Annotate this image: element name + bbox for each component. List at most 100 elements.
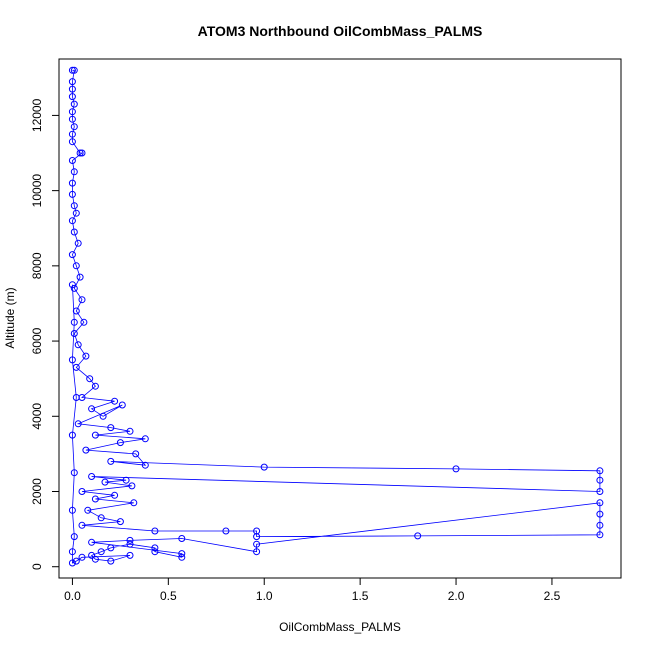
data-point <box>68 559 76 567</box>
data-point <box>70 469 78 477</box>
data-point <box>141 461 149 469</box>
data-point <box>97 514 105 522</box>
data-point <box>88 551 96 559</box>
data-point <box>84 506 92 514</box>
data-point <box>126 540 134 548</box>
data-point <box>70 228 78 236</box>
data-point <box>101 478 109 486</box>
data-point <box>596 499 604 507</box>
data-point <box>70 168 78 176</box>
y-tick-label: 12000 <box>30 98 44 132</box>
data-point <box>596 488 604 495</box>
data-point <box>74 239 82 247</box>
data-point <box>70 202 78 210</box>
y-tick-label: 0 <box>30 563 44 570</box>
data-point <box>596 476 604 484</box>
data-point <box>222 527 230 535</box>
data-point <box>91 555 99 563</box>
data-point <box>88 405 96 413</box>
data-point <box>126 551 134 559</box>
data-point <box>68 217 76 225</box>
data-point <box>78 521 86 529</box>
data-point <box>91 495 99 503</box>
data-point <box>68 548 76 556</box>
series-points <box>68 66 604 567</box>
x-tick-label: 2.5 <box>544 589 561 603</box>
data-point <box>122 476 130 484</box>
data-point <box>70 100 78 108</box>
data-point <box>116 518 124 526</box>
data-point <box>68 66 76 74</box>
data-point <box>91 382 99 390</box>
x-tick-label: 0.5 <box>160 589 177 603</box>
data-point <box>68 93 76 101</box>
data-point <box>68 108 76 116</box>
data-point <box>151 544 159 552</box>
data-point <box>178 535 186 542</box>
data-point <box>596 531 604 539</box>
data-point <box>596 467 604 475</box>
data-point <box>86 375 94 383</box>
data-point <box>72 394 80 401</box>
data-point <box>97 548 105 556</box>
data-point <box>132 450 140 458</box>
data-point <box>260 463 268 471</box>
data-point <box>130 499 138 507</box>
y-axis-label: Altitude (m) <box>3 287 17 348</box>
data-point <box>107 544 115 552</box>
data-point <box>72 209 80 217</box>
data-point <box>414 532 422 540</box>
x-tick-label: 2.0 <box>448 589 465 603</box>
y-tick-label: 2000 <box>30 478 44 505</box>
x-axis-label: OilCombMass_PALMS <box>279 620 401 634</box>
data-point <box>72 307 80 315</box>
y-tick-label: 8000 <box>30 252 44 279</box>
data-point <box>178 550 186 558</box>
data-point <box>253 533 261 541</box>
data-point <box>151 548 159 556</box>
data-point <box>107 557 115 565</box>
data-point <box>88 538 96 546</box>
data-point <box>88 473 96 480</box>
data-point <box>70 318 78 326</box>
plot-frame <box>58 58 622 579</box>
y-tick-label: 6000 <box>30 327 44 354</box>
data-point <box>107 457 115 465</box>
data-point <box>70 533 78 541</box>
data-point <box>99 412 107 420</box>
data-point <box>141 435 149 443</box>
data-point <box>128 482 136 490</box>
data-point <box>68 78 76 86</box>
data-point <box>74 420 82 428</box>
data-point <box>253 540 261 548</box>
data-point <box>76 149 84 157</box>
y-tick-label: 4000 <box>30 403 44 430</box>
x-tick-label: 1.0 <box>256 589 273 603</box>
data-point <box>72 262 80 270</box>
data-point <box>74 341 82 349</box>
data-point <box>126 536 134 544</box>
x-tick-label: 1.5 <box>352 589 369 603</box>
data-point <box>78 488 86 495</box>
data-point <box>116 439 124 447</box>
data-point <box>151 527 159 535</box>
data-point <box>68 115 76 123</box>
data-point <box>596 510 604 518</box>
data-point <box>68 431 76 439</box>
data-point <box>68 281 76 289</box>
data-point <box>596 521 604 529</box>
data-point <box>111 397 119 405</box>
data-point <box>68 190 76 198</box>
data-point <box>253 548 261 556</box>
data-point <box>72 363 80 371</box>
data-point <box>91 431 99 439</box>
data-point <box>111 491 119 499</box>
data-point <box>126 427 134 435</box>
data-point <box>68 179 76 187</box>
data-point <box>70 284 78 292</box>
data-point <box>70 330 78 337</box>
data-point <box>68 251 76 259</box>
data-point <box>68 506 76 514</box>
data-point <box>452 465 460 473</box>
